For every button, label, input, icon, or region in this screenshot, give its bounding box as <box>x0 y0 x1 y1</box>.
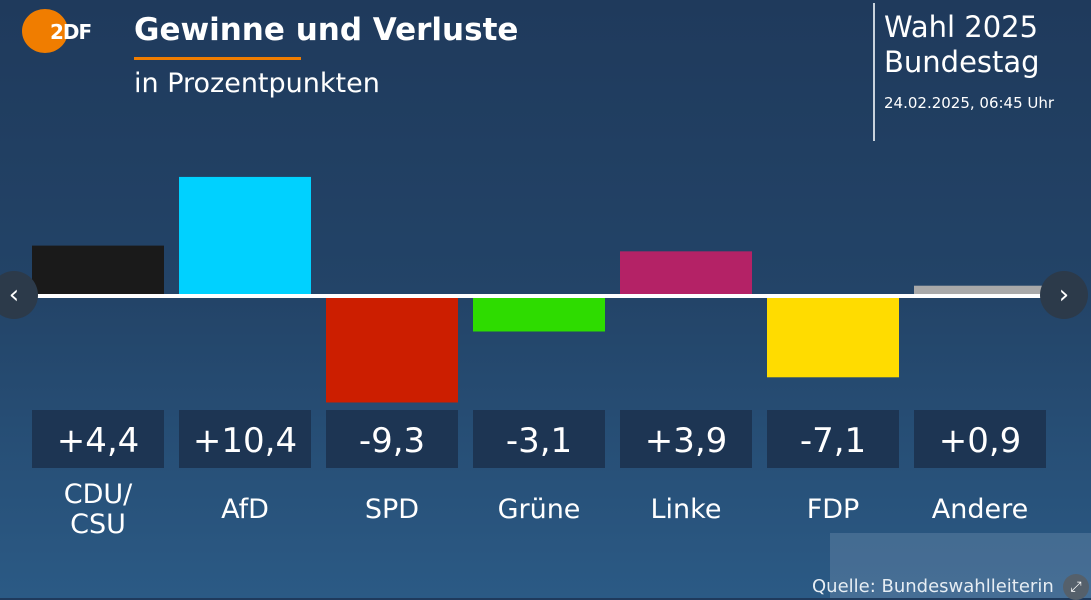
value-label-box <box>32 410 164 468</box>
value-label-box <box>473 410 605 468</box>
category-label: Linke <box>651 494 722 525</box>
value-label-box <box>767 410 899 468</box>
bar <box>620 251 752 296</box>
value-label: +10,4 <box>193 421 297 461</box>
chart-title: Gewinne und Verluste <box>134 12 519 48</box>
category-label: Andere <box>932 494 1028 525</box>
value-label-box <box>620 410 752 468</box>
value-label: +0,9 <box>939 421 1022 461</box>
category-label: AfD <box>221 494 269 525</box>
divider <box>873 3 875 141</box>
watermark <box>830 533 1091 598</box>
value-label-box <box>914 410 1046 468</box>
source-note: Quelle: Bundeswahlleiterin <box>812 576 1054 597</box>
chart-subtitle: in Prozentpunkten <box>134 68 380 99</box>
value-label: +3,9 <box>645 421 728 461</box>
bar <box>179 176 311 296</box>
zdf-logo: 2DF <box>22 9 92 53</box>
expand-icon[interactable]: ⤢ <box>1063 574 1089 600</box>
election-body: Bundestag <box>884 45 1040 79</box>
bar <box>326 296 458 403</box>
title-underline <box>134 57 301 60</box>
bar <box>32 245 164 296</box>
bar <box>914 285 1046 296</box>
value-label-box <box>179 410 311 468</box>
election-info: Wahl 2025 Bundestag <box>884 10 1040 80</box>
bar <box>767 296 899 378</box>
prev-arrow-button[interactable]: ‹ <box>0 271 38 319</box>
category-label: FDP <box>807 494 860 525</box>
value-label-box <box>326 410 458 468</box>
value-label: +4,4 <box>57 421 140 461</box>
category-label: Grüne <box>498 494 581 525</box>
value-label: -3,1 <box>506 421 572 461</box>
chevron-left-icon: ‹ <box>8 280 20 310</box>
election-name: Wahl 2025 <box>884 10 1039 44</box>
category-label: SPD <box>365 494 419 525</box>
value-label: -9,3 <box>359 421 425 461</box>
category-label: CDU/CSU <box>64 479 133 540</box>
chevron-right-icon: › <box>1058 280 1070 310</box>
value-label: -7,1 <box>800 421 866 461</box>
timestamp: 24.02.2025, 06:45 Uhr <box>884 94 1055 112</box>
bar <box>473 296 605 332</box>
next-arrow-button[interactable]: › <box>1040 271 1088 319</box>
